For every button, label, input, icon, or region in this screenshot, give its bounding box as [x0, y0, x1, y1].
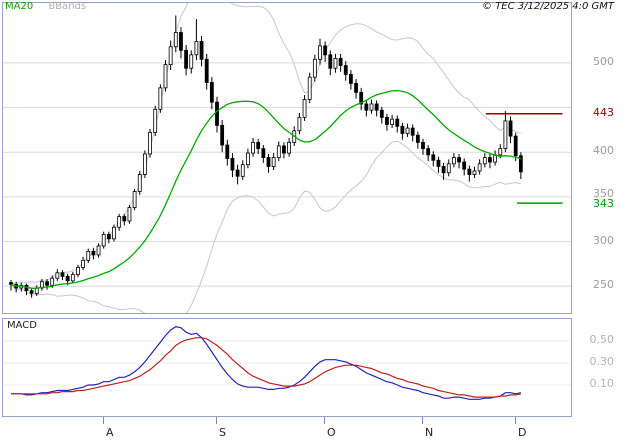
price-axis-label: 250 [593, 278, 614, 292]
macd-panel-label: MACD [7, 320, 37, 331]
macd-axis-label: 0.30 [589, 354, 615, 368]
x-axis-tick [324, 417, 325, 424]
legend-bbands-label: BBands [48, 1, 87, 12]
macd-chart-panel [2, 318, 572, 417]
macd-axis-label: 0.50 [589, 332, 615, 346]
x-axis-month-label: S [219, 426, 226, 439]
price-chart-panel [2, 2, 572, 314]
price-axis-label: 443 [593, 105, 614, 119]
x-axis-month-label: N [425, 426, 434, 439]
x-axis-tick [103, 417, 104, 424]
price-axis-label: 343 [593, 197, 614, 211]
copyright-text: © TEC 3/12/2025 4:0 GMT [482, 1, 614, 12]
price-axis-label: 300 [593, 233, 614, 247]
price-chart-canvas [3, 3, 571, 313]
x-axis-month-label: A [106, 426, 114, 439]
macd-axis-label: 0.10 [589, 376, 615, 390]
price-axis-label: 500 [593, 54, 614, 68]
x-axis-month-label: O [327, 426, 336, 439]
x-axis-month-label: D [518, 426, 527, 439]
x-axis-tick [422, 417, 423, 424]
x-axis-tick [515, 417, 516, 424]
x-axis-tick [216, 417, 217, 424]
price-axis-label: 350 [593, 186, 614, 200]
price-axis-label: 400 [593, 144, 614, 158]
legend: MA20 BBands [5, 1, 98, 12]
macd-chart-canvas [3, 326, 571, 400]
legend-ma20-label: MA20 [5, 1, 34, 12]
